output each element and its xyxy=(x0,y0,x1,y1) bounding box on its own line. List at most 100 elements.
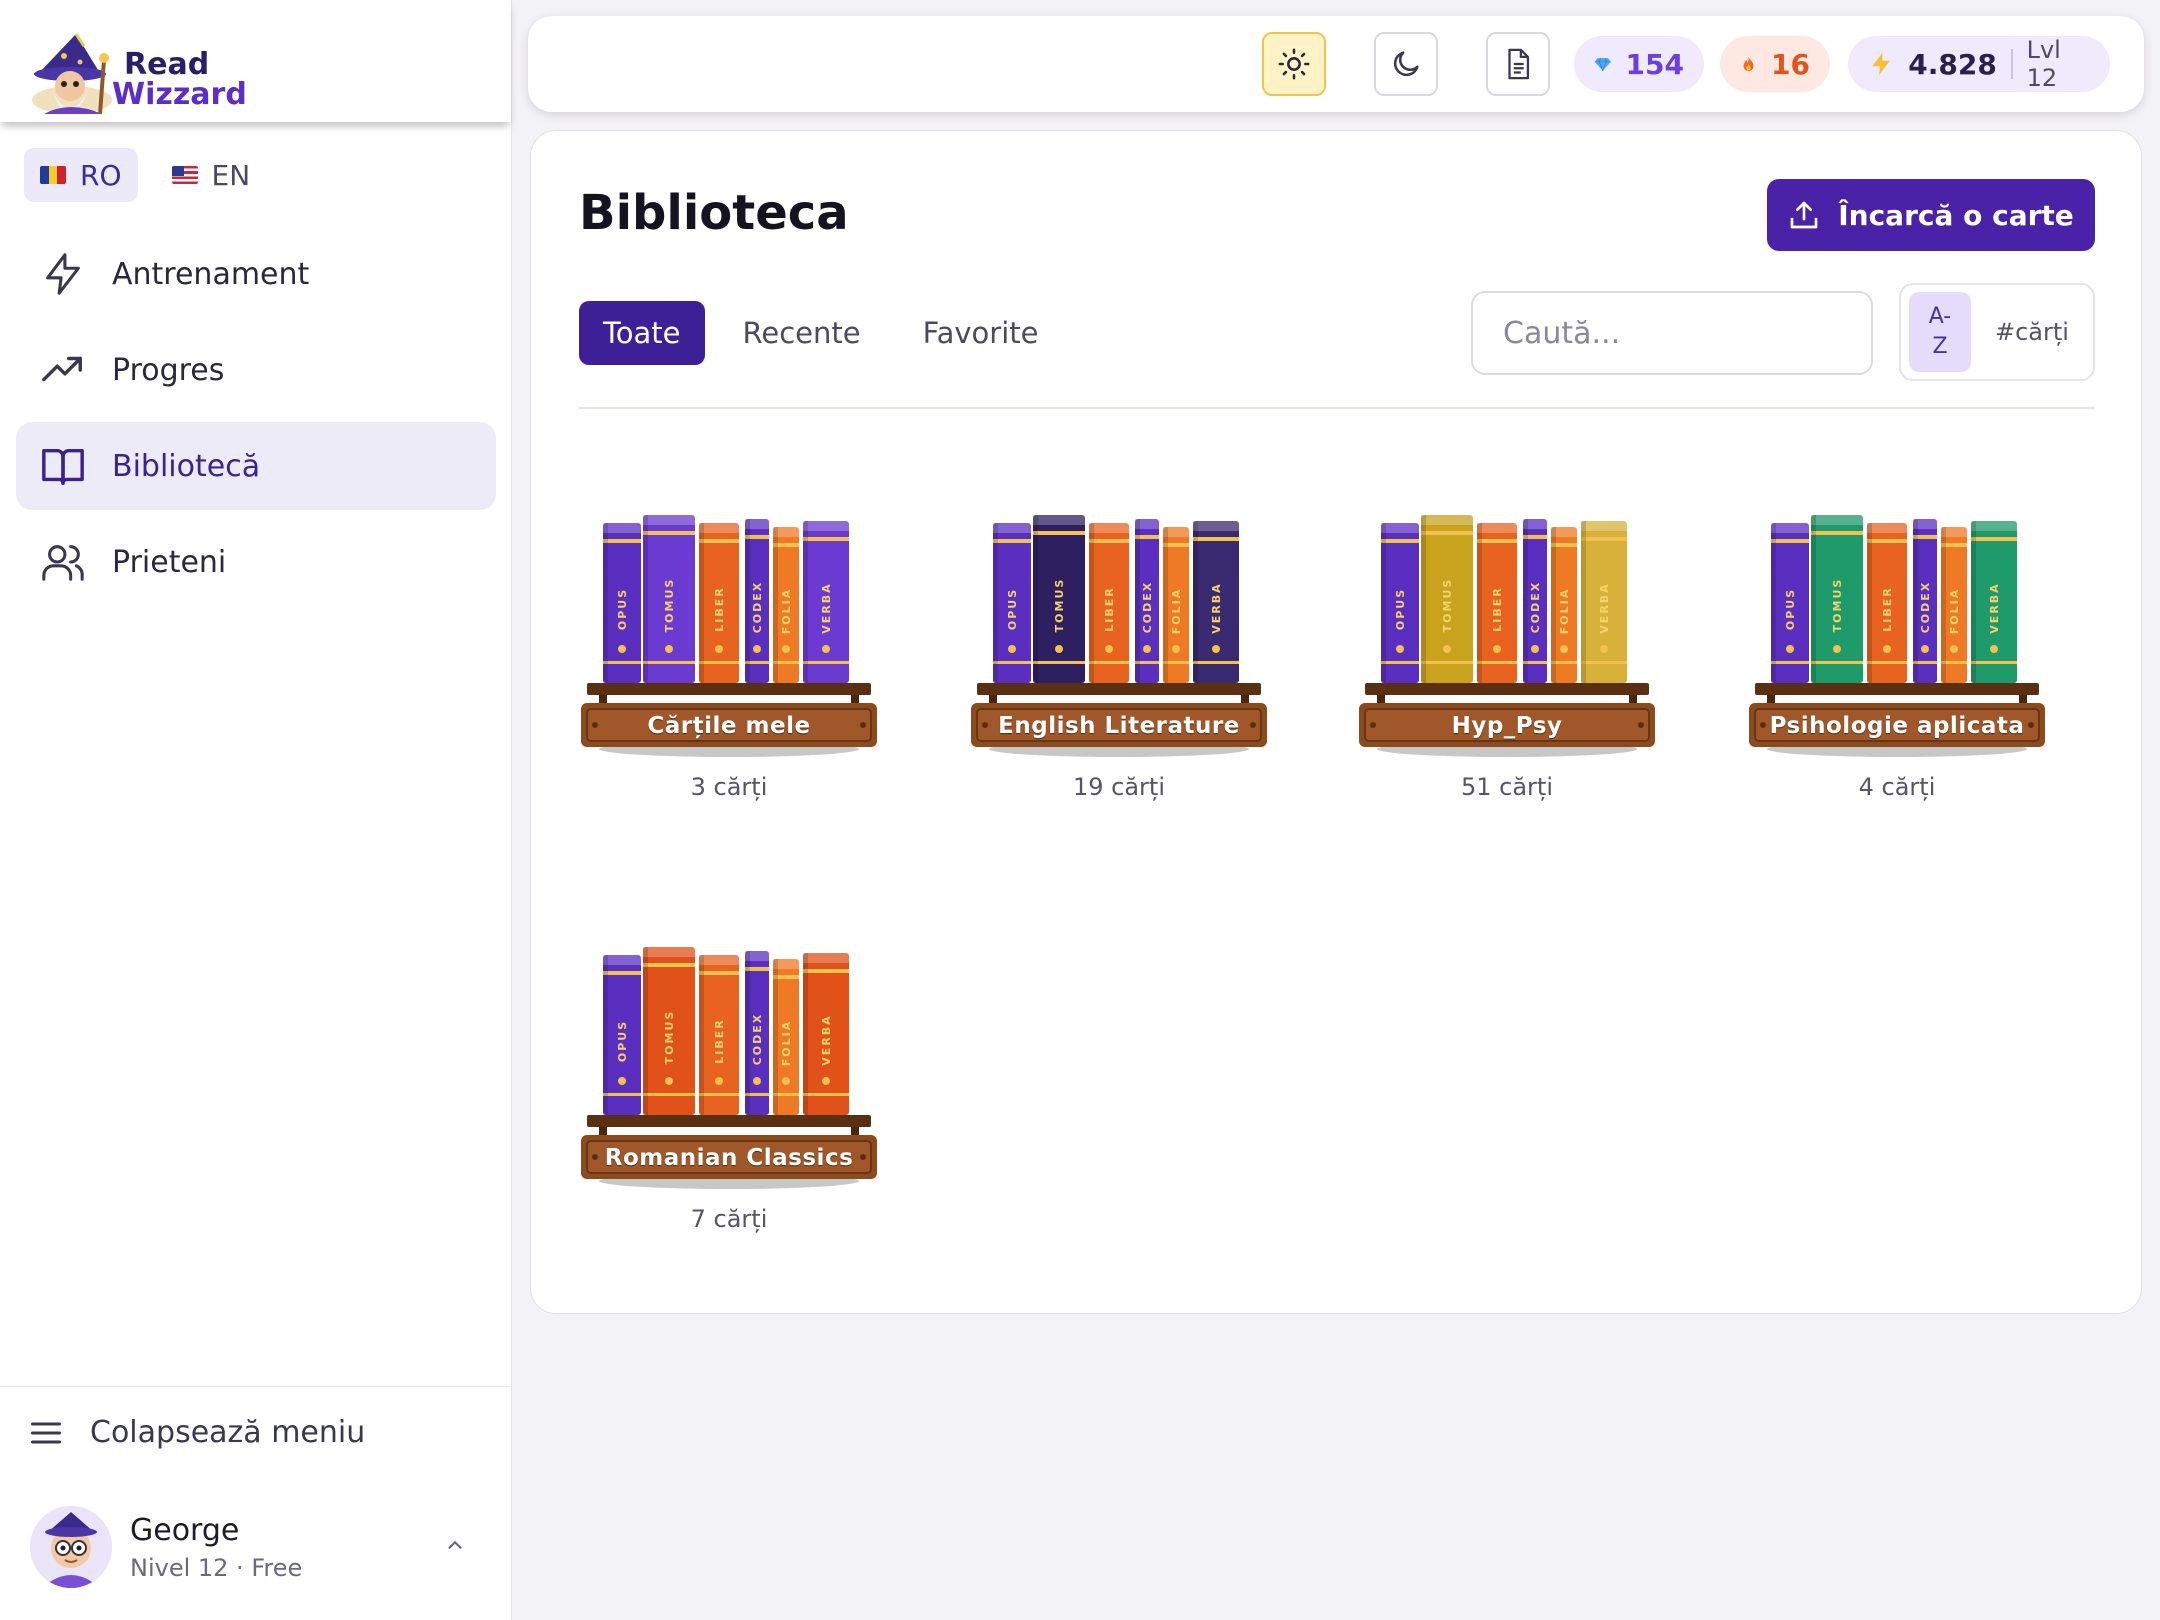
shelf-card[interactable]: OPUS TOMUS L xyxy=(579,501,879,831)
svg-text:TOMUS: TOMUS xyxy=(1441,578,1454,633)
svg-text:CODEX: CODEX xyxy=(1919,581,1932,634)
book-spine-icon: LIBER xyxy=(699,955,739,1115)
search-input[interactable] xyxy=(1471,291,1873,375)
svg-text:FOLIA: FOLIA xyxy=(780,588,793,634)
streak-value: 16 xyxy=(1771,47,1810,81)
logo-text-wizzard: Wizzard xyxy=(112,77,247,112)
shelf-book-count: 4 cărți xyxy=(1858,773,1936,801)
book-spine-icon: LIBER xyxy=(699,523,739,683)
svg-text:TOMUS: TOMUS xyxy=(1053,578,1066,633)
shelf-card[interactable]: OPUS TOMUS L xyxy=(969,501,1269,831)
language-switcher: RO EN xyxy=(24,148,266,202)
language-ro-button[interactable]: RO xyxy=(24,148,138,202)
svg-text:LIBER: LIBER xyxy=(1491,586,1504,631)
wizard-mascot-icon xyxy=(32,33,112,115)
book-spine-icon: FOLIA xyxy=(773,527,799,683)
app-logo[interactable]: Read Wizzard xyxy=(0,0,511,122)
svg-text:FOLIA: FOLIA xyxy=(1558,588,1571,634)
book-spine-icon: FOLIA xyxy=(773,959,799,1115)
moon-icon xyxy=(1393,51,1419,77)
gems-value: 154 xyxy=(1625,47,1684,81)
sort-group: A- Z #cărți xyxy=(1899,283,2095,381)
nav-item-antrenament[interactable]: Antrenament xyxy=(16,230,496,318)
gems-counter[interactable]: 154 xyxy=(1574,36,1704,92)
shelf-book-count: 3 cărți xyxy=(690,773,768,801)
book-spine-icon: LIBER xyxy=(1089,523,1129,683)
book-spine-icon: LIBER xyxy=(1477,523,1517,683)
book-spine-icon: TOMUS xyxy=(1033,515,1085,683)
book-spine-icon: VERBA xyxy=(1581,521,1627,683)
upload-book-label: Încarcă o carte xyxy=(1838,198,2074,232)
book-open-icon xyxy=(42,448,84,485)
book-spine-icon: CODEX xyxy=(745,951,769,1115)
svg-text:OPUS: OPUS xyxy=(1394,588,1407,630)
tab-favorite[interactable]: Favorite xyxy=(922,316,1039,350)
bookshelf-icon: OPUS TOMUS L xyxy=(971,515,1267,757)
user-level: Nivel 12 · Free xyxy=(130,1553,303,1582)
shelf-name: Cărțile mele xyxy=(647,713,811,739)
diamond-icon xyxy=(1594,58,1611,72)
book-spine-icon: CODEX xyxy=(1913,519,1937,683)
shelf-card[interactable]: OPUS TOMUS L xyxy=(579,933,879,1263)
bookshelf-icon: OPUS TOMUS L xyxy=(1359,515,1655,757)
sun-icon xyxy=(1278,48,1310,80)
streak-counter[interactable]: 16 xyxy=(1720,36,1830,92)
dark-theme-button[interactable] xyxy=(1374,32,1438,96)
svg-text:VERBA: VERBA xyxy=(1598,582,1611,633)
tab-toate[interactable]: Toate xyxy=(579,301,705,365)
book-spine-icon: CODEX xyxy=(1523,519,1547,683)
xp-value: 4.828 xyxy=(1908,47,1997,81)
light-theme-button[interactable] xyxy=(1262,32,1326,96)
book-spine-icon: VERBA xyxy=(803,953,849,1115)
tab-recente[interactable]: Recente xyxy=(742,316,861,350)
xp-separator xyxy=(2010,49,2013,79)
shelf-card[interactable]: OPUS TOMUS L xyxy=(1747,501,2047,831)
sidebar: Read Wizzard RO EN Antrenament Progres B… xyxy=(0,0,512,1620)
reading-mode-button[interactable] xyxy=(1486,32,1550,96)
chevron-up-icon[interactable] xyxy=(444,1534,466,1556)
nav-item-prieteni[interactable]: Prieteni xyxy=(16,518,496,606)
menu-icon xyxy=(31,1422,61,1443)
book-spine-icon: TOMUS xyxy=(1811,515,1863,683)
fire-icon xyxy=(1743,56,1754,72)
language-en-button[interactable]: EN xyxy=(156,148,267,202)
upload-book-button[interactable]: Încarcă o carte xyxy=(1767,179,2095,251)
language-ro-label: RO xyxy=(80,158,122,192)
book-spine-icon: OPUS xyxy=(603,955,641,1115)
svg-text:CODEX: CODEX xyxy=(1141,581,1154,634)
sort-az-button[interactable]: A- Z xyxy=(1909,292,1971,372)
svg-text:TOMUS: TOMUS xyxy=(1831,578,1844,633)
svg-text:CODEX: CODEX xyxy=(751,581,764,634)
user-profile[interactable]: George Nivel 12 · Free xyxy=(30,1504,480,1590)
shelf-card[interactable]: OPUS TOMUS L xyxy=(1357,501,1657,831)
user-avatar-icon xyxy=(30,1506,112,1588)
shelf-book-count: 7 cărți xyxy=(690,1205,768,1233)
xp-counter[interactable]: 4.828 Lvl 12 xyxy=(1848,36,2110,92)
logo-text-read: Read xyxy=(124,47,210,82)
shelf-name: Psihologie aplicata xyxy=(1769,713,2025,739)
nav-item-biblioteca[interactable]: Bibliotecă xyxy=(16,422,496,510)
svg-text:VERBA: VERBA xyxy=(820,582,833,633)
svg-text:LIBER: LIBER xyxy=(1881,586,1894,631)
shelf-name: English Literature xyxy=(998,713,1240,739)
book-spine-icon: OPUS xyxy=(1381,523,1419,683)
book-spine-icon: CODEX xyxy=(745,519,769,683)
svg-text:FOLIA: FOLIA xyxy=(780,1020,793,1066)
book-spine-icon: VERBA xyxy=(803,521,849,683)
nav-item-progres[interactable]: Progres xyxy=(16,326,496,414)
svg-text:FOLIA: FOLIA xyxy=(1948,588,1961,634)
svg-text:VERBA: VERBA xyxy=(1988,582,2001,633)
shelf-name: Hyp_Psy xyxy=(1451,713,1563,739)
svg-text:LIBER: LIBER xyxy=(713,586,726,631)
bookshelf-icon: OPUS TOMUS L xyxy=(581,515,877,757)
svg-text:LIBER: LIBER xyxy=(713,1018,726,1063)
nav-label: Prieteni xyxy=(112,544,227,580)
collapse-menu-button[interactable]: Colapsează meniu xyxy=(0,1386,512,1478)
sort-az-bottom: Z xyxy=(1932,334,1948,359)
book-spine-icon: OPUS xyxy=(603,523,641,683)
sort-count-button[interactable]: #cărți xyxy=(1995,318,2069,346)
svg-text:VERBA: VERBA xyxy=(1210,582,1223,633)
filter-tabs: Toate Recente Favorite xyxy=(579,301,1076,365)
book-spine-icon: TOMUS xyxy=(1421,515,1473,683)
nav-label: Bibliotecă xyxy=(112,448,261,484)
